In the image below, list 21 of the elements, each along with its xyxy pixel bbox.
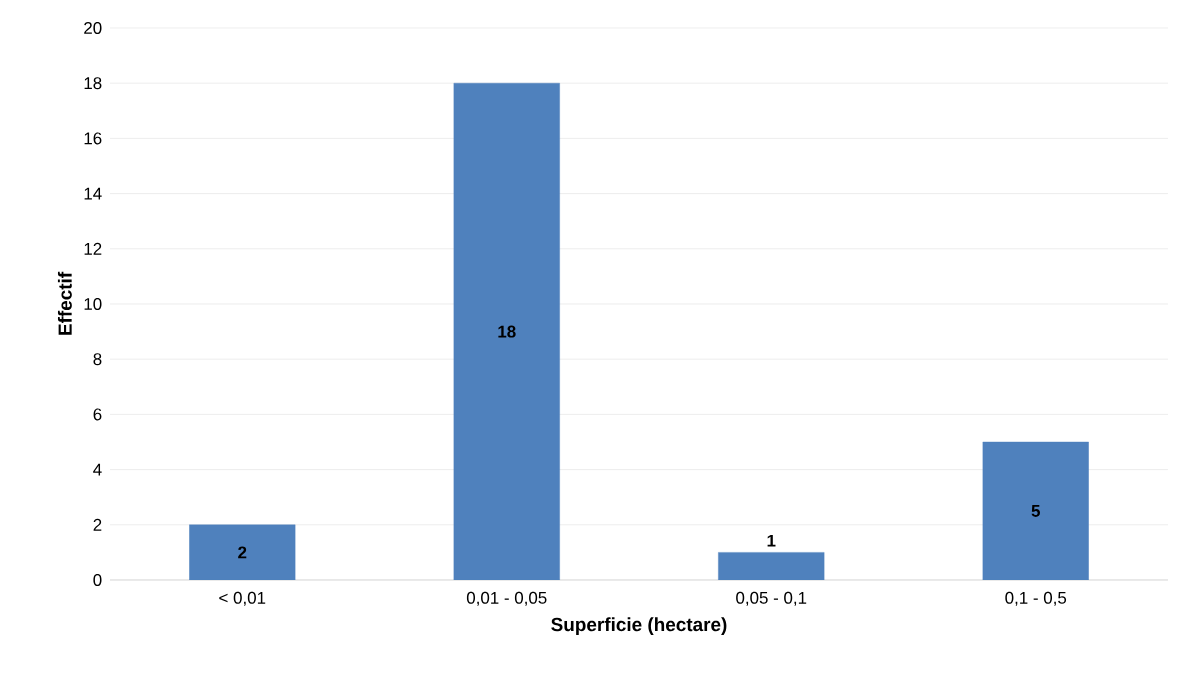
y-tick-label: 14 — [84, 187, 102, 200]
y-tick-label: 12 — [84, 242, 102, 255]
x-tick-label: < 0,01 — [219, 591, 266, 606]
y-axis-title: Effectif — [57, 271, 72, 335]
y-tick-label: 0 — [93, 573, 102, 586]
data-label: 5 — [1031, 505, 1040, 517]
x-tick-label: 0,01 - 0,05 — [466, 591, 547, 606]
y-tick-label: 2 — [93, 518, 102, 531]
x-tick-label: 0,1 - 0,5 — [1005, 591, 1067, 606]
data-label: 2 — [238, 546, 247, 559]
y-tick-label: 16 — [84, 132, 102, 145]
y-tick-label: 8 — [93, 353, 102, 366]
x-tick-label: 0,05 - 0,1 — [736, 591, 807, 606]
y-tick-label: 20 — [84, 21, 102, 34]
y-tick-label: 10 — [84, 297, 102, 310]
y-tick-label: 18 — [84, 77, 102, 90]
data-label: 18 — [498, 325, 516, 338]
data-label: 1 — [767, 534, 776, 547]
y-tick-label: 4 — [93, 463, 102, 476]
y-tick-label: 6 — [93, 408, 102, 421]
x-axis-title: Superficie (hectare) — [551, 617, 727, 635]
